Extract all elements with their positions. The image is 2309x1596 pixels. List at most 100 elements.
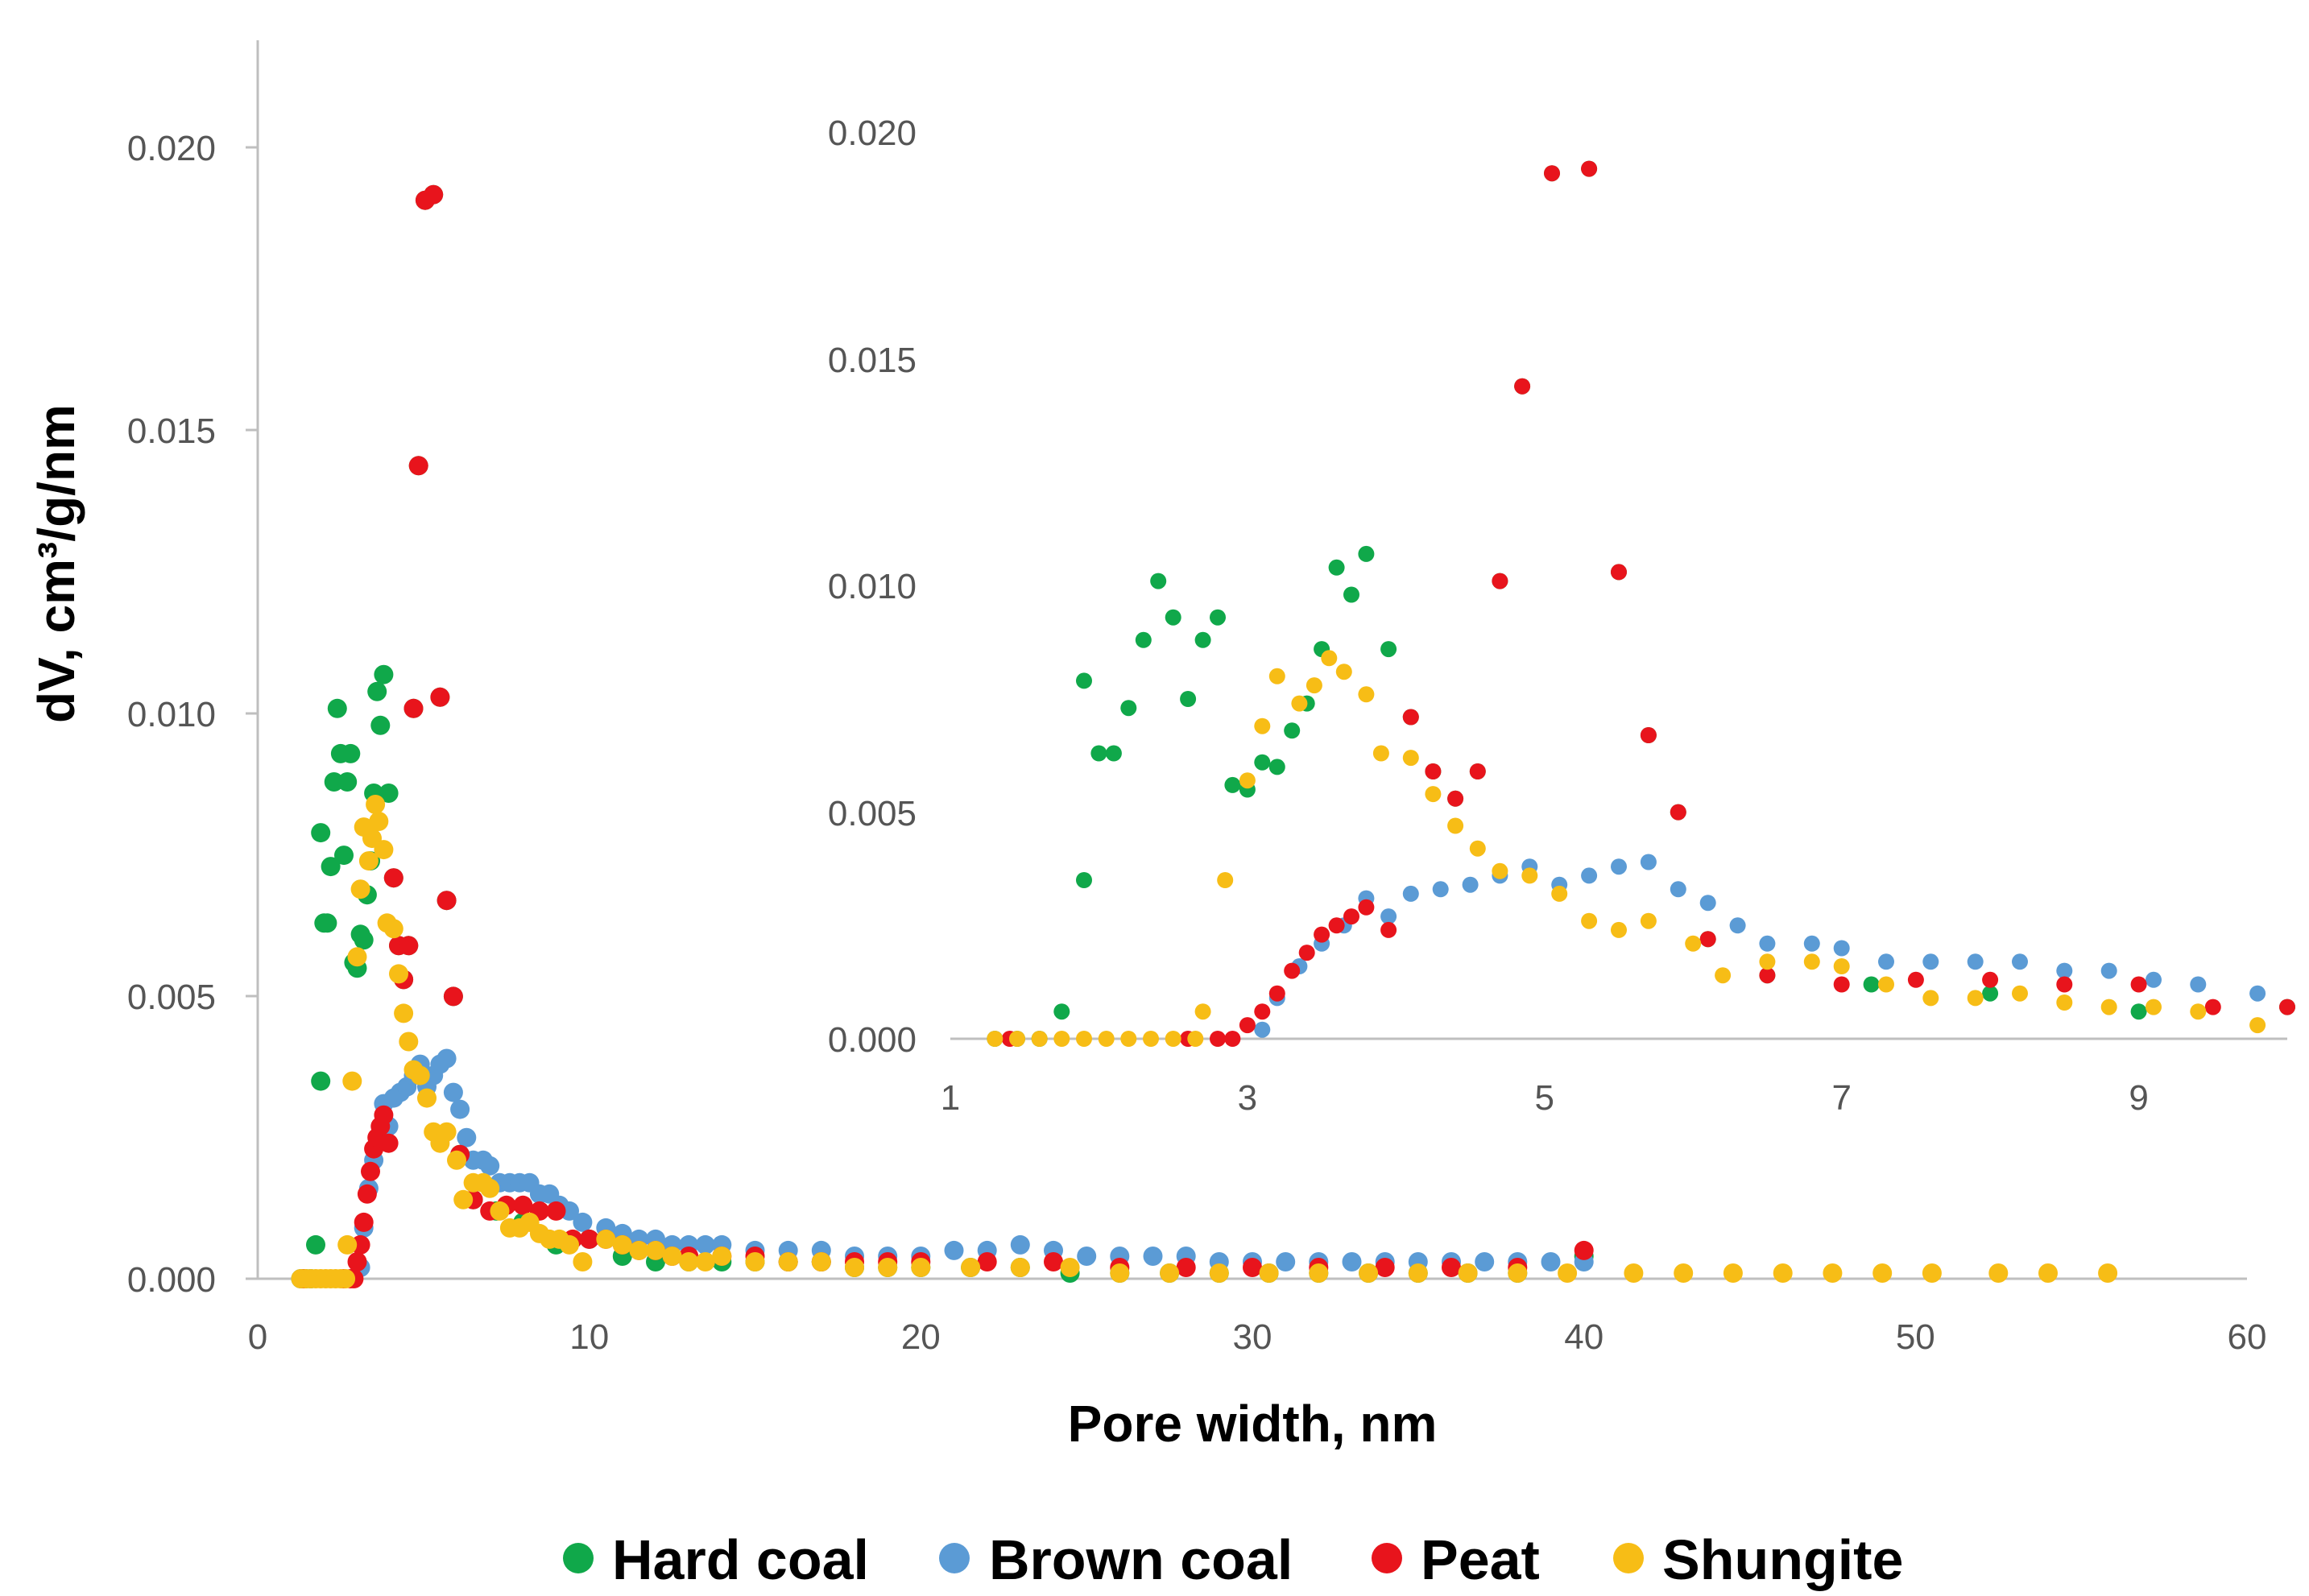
inset-point-hard-coal — [1180, 691, 1197, 707]
main-point-shungite — [336, 1269, 356, 1288]
legend-label-hard-coal: Hard coal — [612, 1528, 869, 1591]
inset-point-peat — [1284, 962, 1301, 979]
main-point-peat — [1375, 1258, 1395, 1277]
inset-point-shungite — [1076, 1031, 1092, 1047]
main-point-peat — [1044, 1252, 1063, 1271]
inset-point-brown-coal — [1432, 881, 1449, 898]
inset-point-brown-coal — [1967, 953, 1984, 970]
inset-x-tick-label: 5 — [1535, 1078, 1554, 1118]
main-point-peat — [374, 1105, 394, 1125]
inset-point-shungite — [2012, 985, 2028, 1002]
inset-point-hard-coal — [1254, 754, 1271, 771]
main-point-shungite — [629, 1240, 649, 1260]
main-point-shungite — [712, 1247, 732, 1266]
legend-item-shungite[interactable]: Shungite — [1613, 1528, 1903, 1591]
main-point-peat — [1574, 1240, 1594, 1260]
main-point-hard-coal — [311, 1071, 331, 1091]
main-point-shungite — [1723, 1263, 1743, 1283]
inset-point-peat — [1544, 165, 1560, 182]
inset-point-peat — [1343, 908, 1359, 925]
inset-point-shungite — [1715, 967, 1732, 984]
main-point-shungite — [447, 1150, 466, 1170]
main-x-ticks: 0 10 20 30 40 50 60 — [248, 1317, 2267, 1357]
main-point-hard-coal — [321, 857, 341, 877]
legend-label-shungite: Shungite — [1662, 1528, 1903, 1591]
main-point-shungite — [1558, 1263, 1578, 1283]
inset-y-tick-label: 0.015 — [828, 341, 917, 380]
inset-point-shungite — [1833, 958, 1850, 974]
main-point-shungite — [453, 1189, 474, 1209]
main-point-peat — [357, 1184, 377, 1204]
inset-point-hard-coal — [1165, 609, 1181, 626]
inset-point-brown-coal — [1729, 917, 1746, 934]
inset-point-brown-coal — [1462, 876, 1479, 893]
inset-point-shungite — [1372, 745, 1389, 762]
main-point-peat — [1243, 1258, 1262, 1277]
legend-label-peat: Peat — [1421, 1528, 1540, 1591]
inset-point-peat — [1224, 1031, 1241, 1047]
inset-point-hard-coal — [1224, 776, 1241, 793]
inset-point-brown-coal — [1759, 935, 1776, 952]
inset-point-peat — [1328, 917, 1345, 934]
inset-x-tick-label: 9 — [2129, 1078, 2148, 1118]
legend-item-hard-coal[interactable]: Hard coal — [563, 1528, 869, 1591]
main-point-shungite — [366, 795, 386, 814]
inset-point-peat — [1640, 727, 1657, 743]
inset-point-shungite — [1187, 1031, 1204, 1047]
inset-point-peat — [1611, 564, 1627, 581]
y-axis-title: dV, cm³/g/nm — [27, 404, 85, 723]
inset-point-peat — [1699, 931, 1716, 948]
inset-point-brown-coal — [1922, 953, 1939, 970]
main-point-brown-coal — [560, 1201, 579, 1221]
inset-point-shungite — [1759, 953, 1776, 970]
main-point-peat — [354, 1212, 374, 1232]
inset-point-peat — [1210, 1031, 1226, 1047]
main-point-brown-coal — [443, 1082, 463, 1102]
inset-point-brown-coal — [2190, 976, 2207, 993]
main-point-hard-coal — [334, 846, 354, 866]
main-point-shungite — [1674, 1263, 1694, 1283]
main-y-tick-label: 0.015 — [127, 411, 216, 451]
main-point-hard-coal — [337, 772, 358, 792]
inset-point-brown-coal — [2249, 985, 2266, 1002]
main-point-shungite — [1010, 1258, 1030, 1277]
inset-point-hard-coal — [1150, 573, 1167, 589]
inset-point-brown-coal — [1581, 867, 1598, 884]
inset-point-hard-coal — [1380, 641, 1397, 658]
inset-point-peat — [2279, 999, 2295, 1015]
main-x-tick-label: 30 — [1233, 1317, 1272, 1357]
inset-point-peat — [1833, 976, 1850, 993]
inset-point-peat — [2130, 976, 2147, 993]
inset-point-hard-coal — [1268, 759, 1285, 775]
main-point-hard-coal — [374, 664, 394, 684]
main-point-shungite — [745, 1252, 765, 1271]
main-point-shungite — [337, 1234, 358, 1255]
main-point-brown-coal — [1342, 1252, 1362, 1271]
inset-point-shungite — [1268, 668, 1285, 684]
legend-item-brown-coal[interactable]: Brown coal — [939, 1528, 1293, 1591]
main-y-tick-label: 0.010 — [127, 695, 216, 734]
main-point-shungite — [845, 1258, 864, 1277]
main-point-hard-coal — [367, 681, 387, 701]
inset-point-peat — [1581, 160, 1598, 177]
main-point-shungite — [490, 1201, 510, 1221]
main-point-shungite — [1359, 1263, 1379, 1283]
inset-x-ticks: 1 3 5 7 9 — [941, 1078, 2149, 1118]
main-point-hard-coal — [341, 743, 361, 763]
inset-point-shungite — [1217, 872, 1234, 888]
inset-point-brown-coal — [1699, 895, 1716, 912]
main-point-brown-coal — [1077, 1247, 1097, 1266]
main-point-brown-coal — [1541, 1252, 1561, 1271]
main-x-tick-label: 10 — [569, 1317, 609, 1357]
legend-label-brown-coal: Brown coal — [989, 1528, 1293, 1591]
inset-y-tick-label: 0.010 — [828, 567, 917, 606]
main-point-peat — [361, 1161, 380, 1181]
main-y-tick-label: 0.005 — [127, 978, 216, 1017]
legend-item-peat[interactable]: Peat — [1372, 1528, 1540, 1591]
main-point-shungite — [961, 1258, 981, 1277]
inset-point-peat — [1670, 804, 1686, 821]
main-point-brown-coal — [1276, 1252, 1296, 1271]
inset-point-hard-coal — [1194, 631, 1211, 648]
main-point-shungite — [878, 1258, 898, 1277]
main-point-shungite — [383, 919, 403, 939]
